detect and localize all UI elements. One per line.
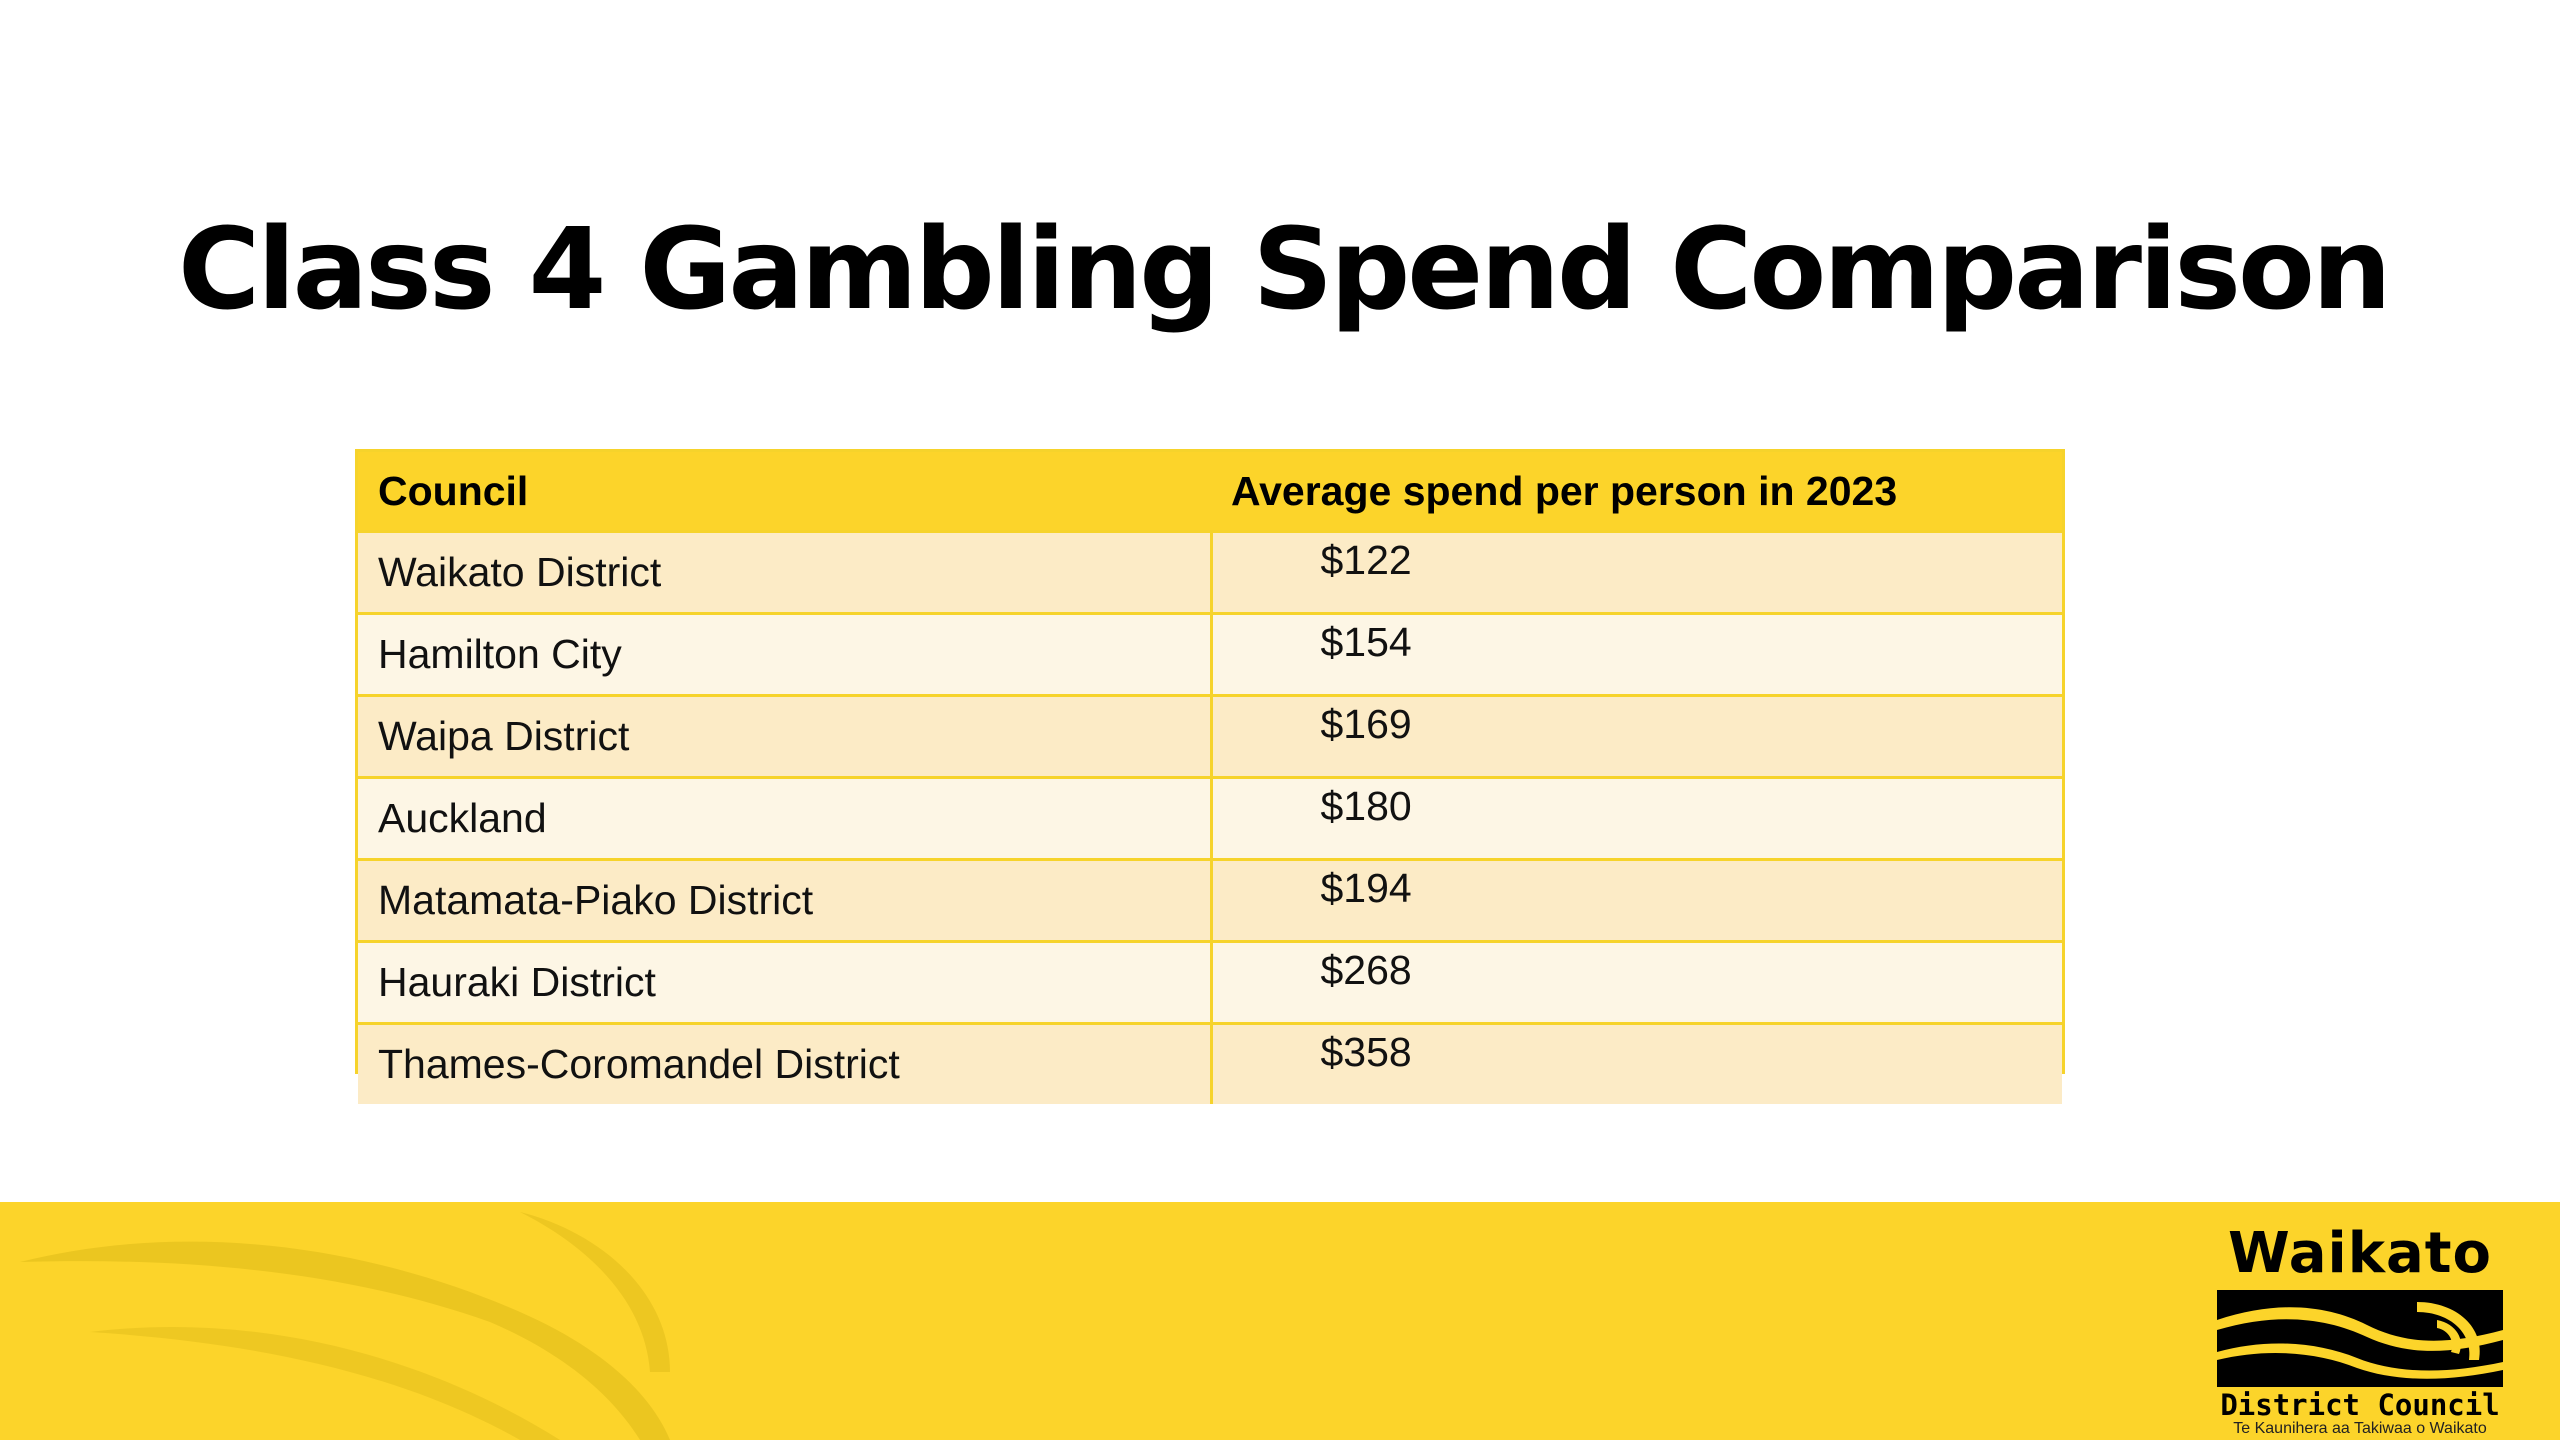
spend-cell: $358 — [1211, 1022, 2062, 1104]
header-council: Council — [358, 452, 1211, 532]
waikato-river-emblem-icon — [2217, 1290, 2503, 1387]
spend-cell: $268 — [1211, 940, 2062, 1024]
council-cell: Thames-Coromandel District — [358, 1022, 1213, 1104]
logo-tagline: Te Kaunihera aa Takiwaa o Waikato — [2233, 1420, 2487, 1437]
spend-cell: $154 — [1211, 612, 2062, 696]
spend-cell: $180 — [1211, 776, 2062, 860]
footer-band: Waikato District Council Te Kaunihera aa… — [0, 1202, 2560, 1440]
table-row: Hamilton City $154 — [358, 612, 2062, 696]
council-cell: Matamata-Piako District — [358, 858, 1213, 942]
spend-cell: $194 — [1211, 858, 2062, 942]
council-cell: Hamilton City — [358, 612, 1213, 696]
table-row: Auckland $180 — [358, 776, 2062, 860]
waikato-logo: Waikato District Council Te Kaunihera aa… — [2205, 1221, 2515, 1437]
spend-cell: $122 — [1211, 530, 2062, 614]
wave-swoosh-icon — [20, 1212, 670, 1440]
spend-table: Council Average spend per person in 2023… — [355, 449, 2065, 1104]
table-row: Hauraki District $268 — [358, 940, 2062, 1024]
council-cell: Waikato District — [358, 530, 1213, 614]
logo-council: District Council — [2220, 1388, 2500, 1422]
table-header-row: Council Average spend per person in 2023 — [358, 452, 2062, 532]
council-cell: Auckland — [358, 776, 1213, 860]
table-row: Thames-Coromandel District $358 — [358, 1022, 2062, 1104]
logo-name: Waikato — [2227, 1221, 2493, 1286]
spend-cell: $169 — [1211, 694, 2062, 778]
header-spend: Average spend per person in 2023 — [1211, 452, 2062, 532]
table-row: Matamata-Piako District $194 — [358, 858, 2062, 942]
spend-table-grid: Council Average spend per person in 2023… — [358, 452, 2062, 1104]
council-cell: Hauraki District — [358, 940, 1213, 1024]
council-cell: Waipa District — [358, 694, 1213, 778]
table-row: Waipa District $169 — [358, 694, 2062, 778]
slide-title: Class 4 Gambling Spend Comparison — [178, 205, 2392, 335]
table-row: Waikato District $122 — [358, 530, 2062, 614]
